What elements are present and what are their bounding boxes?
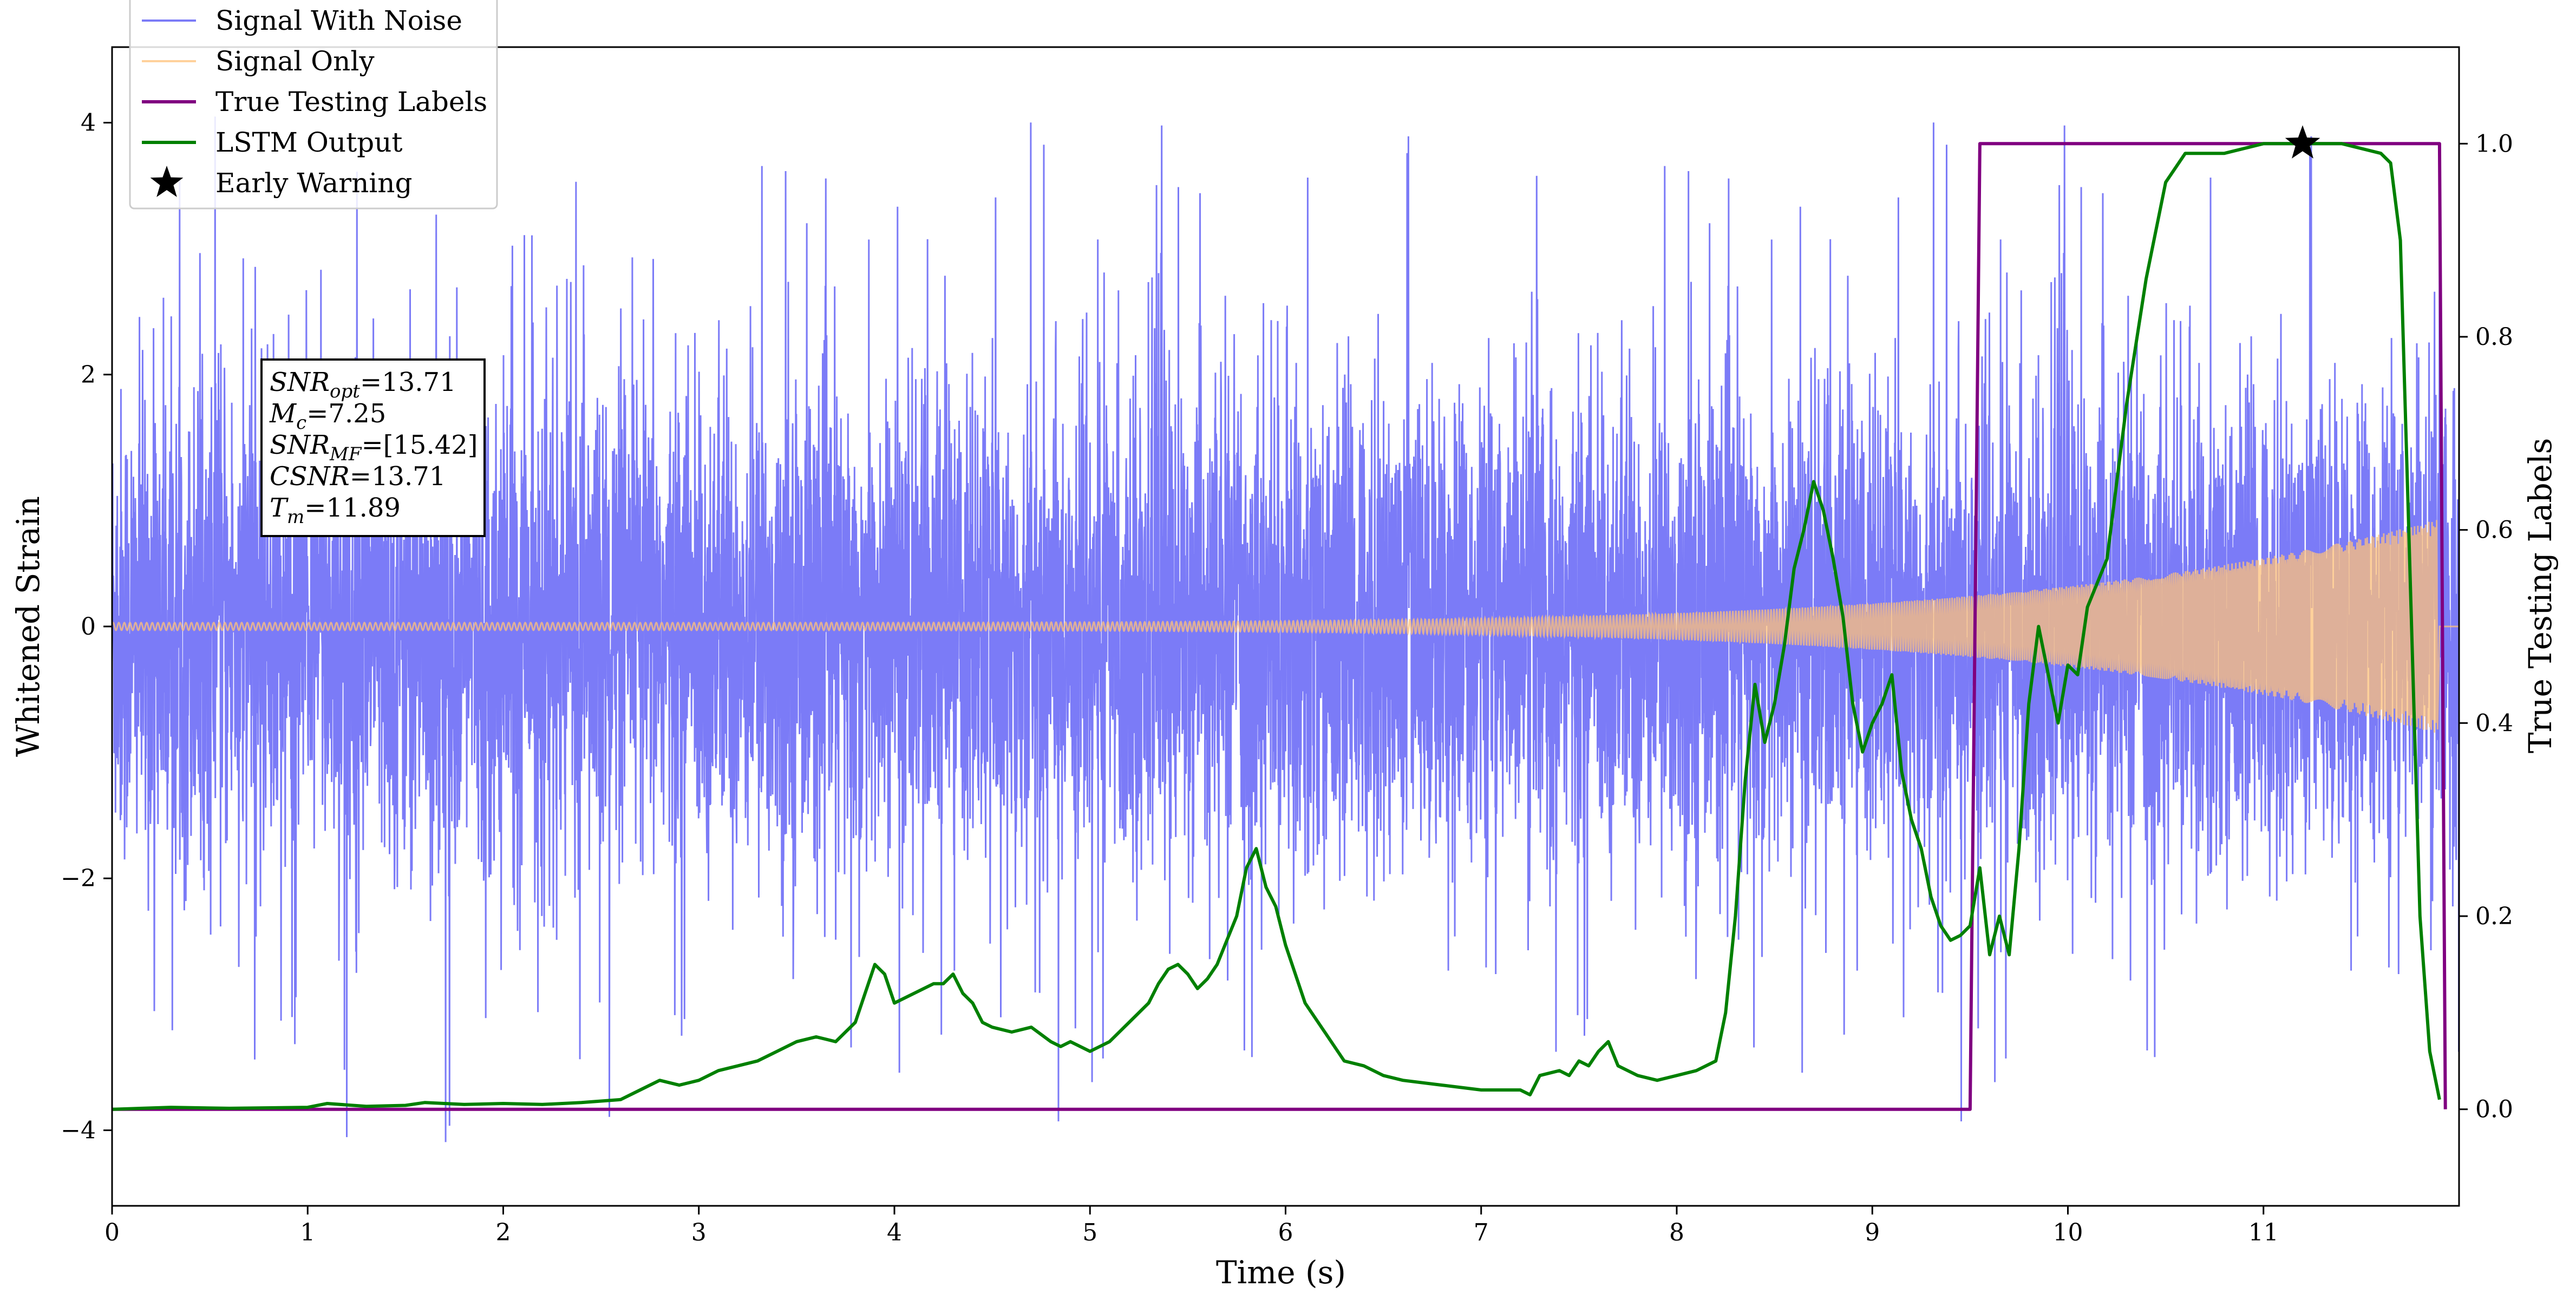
- x-tick-label: 1: [300, 1219, 315, 1246]
- x-tick-label: 2: [496, 1219, 511, 1246]
- x-axis: 0 1 2 3 4 5 6 7 8 9 10 11: [104, 1206, 2279, 1246]
- x-tick-label: 4: [887, 1219, 902, 1246]
- legend-label: Signal With Noise: [215, 5, 462, 36]
- right-y-tick-label: 1.0: [2475, 130, 2513, 158]
- legend: Signal With Noise Signal Only True Testing…: [129, 0, 498, 210]
- right-y-tick-label: 0.8: [2475, 323, 2513, 351]
- x-tick-label: 3: [691, 1219, 707, 1246]
- right-y-tick-label: 0.4: [2475, 709, 2513, 737]
- snr-annotation-box: SNRopt=13.71Mc=7.25SNRMF=[15.42]CSNR=13.…: [260, 358, 486, 537]
- true-testing-labels-series: [112, 142, 2447, 1111]
- legend-label: LSTM Output: [215, 127, 402, 158]
- left-y-tick-label: 0: [81, 613, 96, 641]
- signal-only-line: [112, 520, 2459, 733]
- left-y-axis: 4 2 0 −2 −4: [61, 109, 112, 1144]
- lstm-output-line: [112, 142, 2441, 1111]
- true-testing-labels-line: [112, 142, 2447, 1111]
- annotation-line: Tm=11.89: [270, 493, 401, 528]
- x-tick-label: 0: [104, 1219, 120, 1246]
- right-y-tick-label: 0.6: [2475, 517, 2513, 544]
- right-y-axis: 0.0 0.2 0.4 0.6 0.8 1.0: [2459, 130, 2513, 1124]
- legend-label: Early Warning: [215, 167, 413, 199]
- right-y-tick-label: 0.2: [2475, 903, 2513, 930]
- legend-label: True Testing Labels: [215, 86, 487, 117]
- legend-label: Signal Only: [215, 45, 375, 77]
- x-tick-label: 7: [1474, 1219, 1489, 1246]
- left-y-tick-label: 2: [81, 361, 96, 389]
- x-tick-label: 8: [1669, 1219, 1684, 1246]
- x-axis-label: Time (s): [1216, 1254, 1346, 1291]
- annotation-line: CSNR=13.71: [270, 461, 446, 492]
- legend-star-marker: [150, 166, 184, 197]
- lstm-output-series: [112, 142, 2441, 1111]
- left-y-tick-label: −2: [61, 865, 96, 892]
- signal-only-series: [112, 520, 2459, 733]
- x-tick-label: 5: [1082, 1219, 1097, 1246]
- right-y-tick-label: 0.0: [2475, 1096, 2513, 1124]
- annotation-frame: [260, 358, 486, 537]
- annotation-line: SNRopt=13.71: [270, 367, 456, 402]
- x-tick-label: 9: [1865, 1219, 1880, 1246]
- annotation-line: SNRMF=[15.42]: [270, 430, 478, 465]
- annotation-line: Mc=7.25: [269, 399, 386, 434]
- x-tick-label: 10: [2053, 1219, 2083, 1246]
- early-warning-star: [2285, 125, 2320, 159]
- early-warning-series: [2285, 125, 2320, 159]
- x-tick-label: 11: [2248, 1219, 2279, 1246]
- legend-frame: [129, 0, 498, 210]
- left-y-tick-label: −4: [61, 1116, 96, 1144]
- right-y-axis-label: True Testing Labels: [2522, 438, 2559, 753]
- left-y-axis-label: Whitened Strain: [10, 496, 47, 757]
- left-y-tick-label: 4: [81, 109, 96, 137]
- x-tick-label: 6: [1278, 1219, 1293, 1246]
